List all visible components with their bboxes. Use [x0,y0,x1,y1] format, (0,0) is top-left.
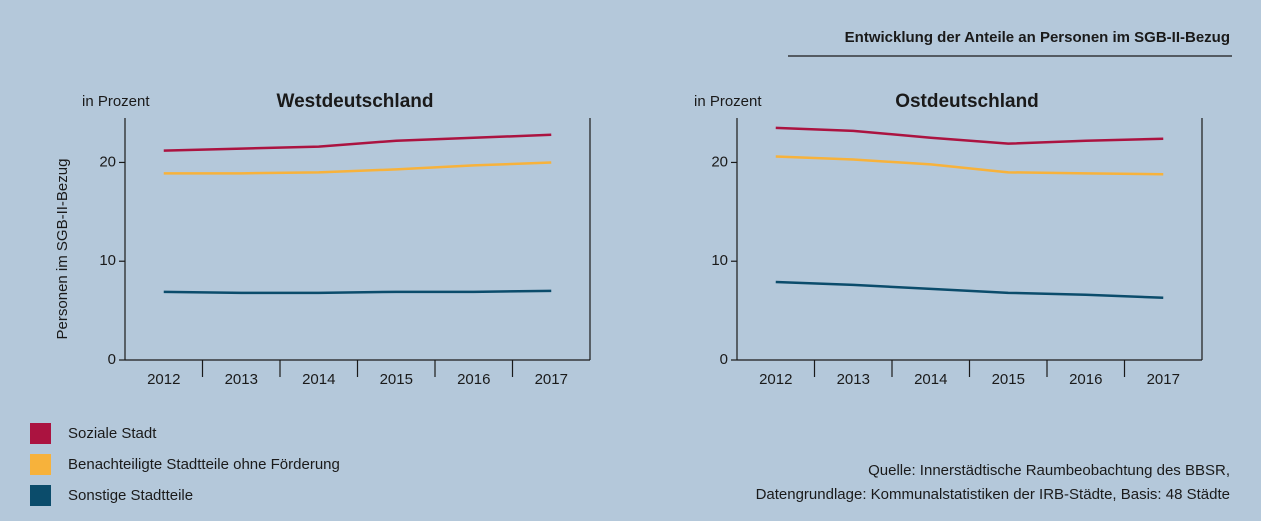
legend-swatch [30,485,51,506]
x-tick-label: 2016 [1069,371,1102,388]
x-tick-label: 2015 [380,371,413,388]
chart-title: Ostdeutschland [895,91,1039,112]
series-line [775,280,1164,300]
y-tick-label: 10 [711,252,728,269]
y-tick-label: 20 [711,153,728,170]
legend-label: Benachteiligte Stadtteile ohne Förderung [68,456,340,473]
legend-label: Soziale Stadt [68,425,157,442]
chart-title: Westdeutschland [277,91,434,112]
x-tick-label: 2014 [302,371,335,388]
source-line: Datengrundlage: Kommunalstatistiken der … [756,486,1230,503]
source-line: Quelle: Innerstädtische Raumbeobachtung … [868,462,1230,479]
legend-swatch [30,423,51,444]
x-tick-label: 2012 [759,371,792,388]
x-tick-label: 2013 [837,371,870,388]
x-tick-label: 2017 [535,371,568,388]
series-line [163,289,552,295]
legend-swatch [30,454,51,475]
x-tick-label: 2013 [225,371,258,388]
series-line [775,155,1164,176]
y-axis-label: Personen im SGB-II-Bezug [54,159,71,340]
series-line [775,126,1164,145]
x-tick-label: 2017 [1147,371,1180,388]
unit-label: in Prozent [694,93,762,110]
unit-label: in Prozent [82,93,150,110]
y-tick-label: 0 [108,351,116,368]
x-tick-label: 2012 [147,371,180,388]
y-tick-label: 20 [99,153,116,170]
x-tick-label: 2015 [992,371,1025,388]
header-title: Entwicklung der Anteile an Personen im S… [845,29,1230,46]
legend-label: Sonstige Stadtteile [68,487,193,504]
y-tick-label: 0 [720,351,728,368]
series-line [163,161,552,175]
x-tick-label: 2016 [457,371,490,388]
y-tick-label: 10 [99,252,116,269]
x-tick-label: 2014 [914,371,947,388]
series-line [163,133,552,152]
